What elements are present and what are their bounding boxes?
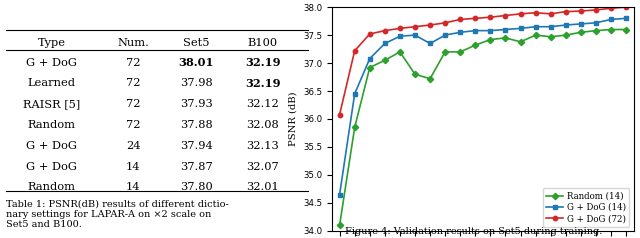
Random (14): [381, 59, 388, 62]
Text: 32.13: 32.13: [246, 141, 279, 151]
Text: 32.19: 32.19: [245, 57, 280, 68]
G + DoG (72): [396, 27, 404, 30]
Random (14): [411, 73, 419, 76]
Random (14): [622, 28, 630, 31]
Text: 37.94: 37.94: [180, 141, 212, 151]
Text: Random: Random: [28, 183, 76, 193]
G + DoG (72): [547, 12, 554, 15]
G + DoG (14): [381, 42, 388, 45]
G + DoG (72): [336, 113, 344, 116]
Text: 32.19: 32.19: [245, 78, 280, 89]
Line: Random (14): Random (14): [337, 27, 628, 228]
Random (14): [502, 36, 509, 39]
G + DoG (14): [622, 17, 630, 20]
Text: Learned: Learned: [28, 79, 76, 89]
G + DoG (14): [516, 27, 524, 30]
G + DoG (14): [336, 193, 344, 196]
G + DoG (72): [411, 25, 419, 28]
Text: G + DoG: G + DoG: [26, 141, 77, 151]
Text: 24: 24: [126, 141, 140, 151]
G + DoG (72): [381, 29, 388, 32]
Text: 37.98: 37.98: [180, 79, 212, 89]
G + DoG (72): [366, 33, 374, 35]
Text: RAISR [5]: RAISR [5]: [23, 99, 80, 109]
Random (14): [396, 50, 404, 53]
Line: G + DoG (72): G + DoG (72): [337, 5, 628, 117]
Text: 14: 14: [126, 183, 140, 193]
G + DoG (14): [607, 18, 615, 21]
Text: 14: 14: [126, 162, 140, 172]
G + DoG (14): [442, 34, 449, 37]
Random (14): [456, 50, 464, 53]
Legend: Random (14), G + DoG (14), G + DoG (72): Random (14), G + DoG (14), G + DoG (72): [543, 188, 629, 227]
G + DoG (72): [442, 21, 449, 24]
Text: Type: Type: [38, 38, 66, 48]
G + DoG (14): [577, 22, 585, 25]
G + DoG (72): [607, 7, 615, 10]
Random (14): [562, 34, 570, 37]
G + DoG (72): [351, 49, 358, 52]
G + DoG (14): [411, 34, 419, 37]
Random (14): [336, 224, 344, 227]
G + DoG (72): [486, 16, 494, 19]
Text: 37.87: 37.87: [180, 162, 212, 172]
Text: 32.08: 32.08: [246, 120, 279, 130]
G + DoG (14): [532, 25, 540, 28]
Line: G + DoG (14): G + DoG (14): [337, 16, 628, 197]
Random (14): [592, 29, 600, 32]
Random (14): [547, 35, 554, 38]
G + DoG (72): [502, 14, 509, 17]
Text: Num.: Num.: [117, 38, 149, 48]
Text: B100: B100: [248, 38, 278, 48]
Text: 38.01: 38.01: [179, 57, 214, 68]
G + DoG (72): [472, 17, 479, 20]
G + DoG (14): [562, 24, 570, 26]
G + DoG (14): [426, 42, 434, 45]
G + DoG (72): [592, 9, 600, 11]
Y-axis label: PSNR (dB): PSNR (dB): [289, 92, 298, 146]
Random (14): [577, 31, 585, 34]
G + DoG (14): [456, 31, 464, 34]
G + DoG (72): [426, 24, 434, 26]
G + DoG (14): [351, 92, 358, 95]
G + DoG (72): [456, 18, 464, 21]
Random (14): [472, 44, 479, 47]
Text: Set5: Set5: [183, 38, 210, 48]
G + DoG (14): [396, 35, 404, 38]
Random (14): [486, 38, 494, 41]
G + DoG (72): [516, 12, 524, 15]
Random (14): [366, 66, 374, 69]
G + DoG (14): [502, 28, 509, 31]
G + DoG (72): [622, 6, 630, 9]
Text: 37.80: 37.80: [180, 183, 212, 193]
Text: 72: 72: [126, 99, 140, 109]
Random (14): [426, 77, 434, 80]
Random (14): [532, 34, 540, 37]
Text: G + DoG: G + DoG: [26, 58, 77, 68]
Text: 32.12: 32.12: [246, 99, 279, 109]
G + DoG (72): [577, 10, 585, 12]
Random (14): [442, 50, 449, 53]
G + DoG (14): [547, 25, 554, 28]
Random (14): [351, 126, 358, 129]
Text: 72: 72: [126, 120, 140, 130]
Random (14): [607, 28, 615, 31]
Text: 37.88: 37.88: [180, 120, 212, 130]
Text: 37.93: 37.93: [180, 99, 212, 109]
Random (14): [516, 40, 524, 43]
Text: 72: 72: [126, 58, 140, 68]
G + DoG (14): [472, 29, 479, 32]
Text: 32.07: 32.07: [246, 162, 279, 172]
G + DoG (72): [532, 11, 540, 14]
Text: Random: Random: [28, 120, 76, 130]
Text: Figure 4: Validation results on Set5 during training.: Figure 4: Validation results on Set5 dur…: [345, 227, 602, 236]
Text: 72: 72: [126, 79, 140, 89]
Text: 32.01: 32.01: [246, 183, 279, 193]
G + DoG (72): [562, 10, 570, 13]
Text: G + DoG: G + DoG: [26, 162, 77, 172]
Text: Table 1: PSNR(dB) results of different dictio-
nary settings for LAPAR-A on ×2 s: Table 1: PSNR(dB) results of different d…: [6, 199, 229, 229]
G + DoG (14): [592, 21, 600, 24]
G + DoG (14): [366, 57, 374, 60]
G + DoG (14): [486, 29, 494, 32]
